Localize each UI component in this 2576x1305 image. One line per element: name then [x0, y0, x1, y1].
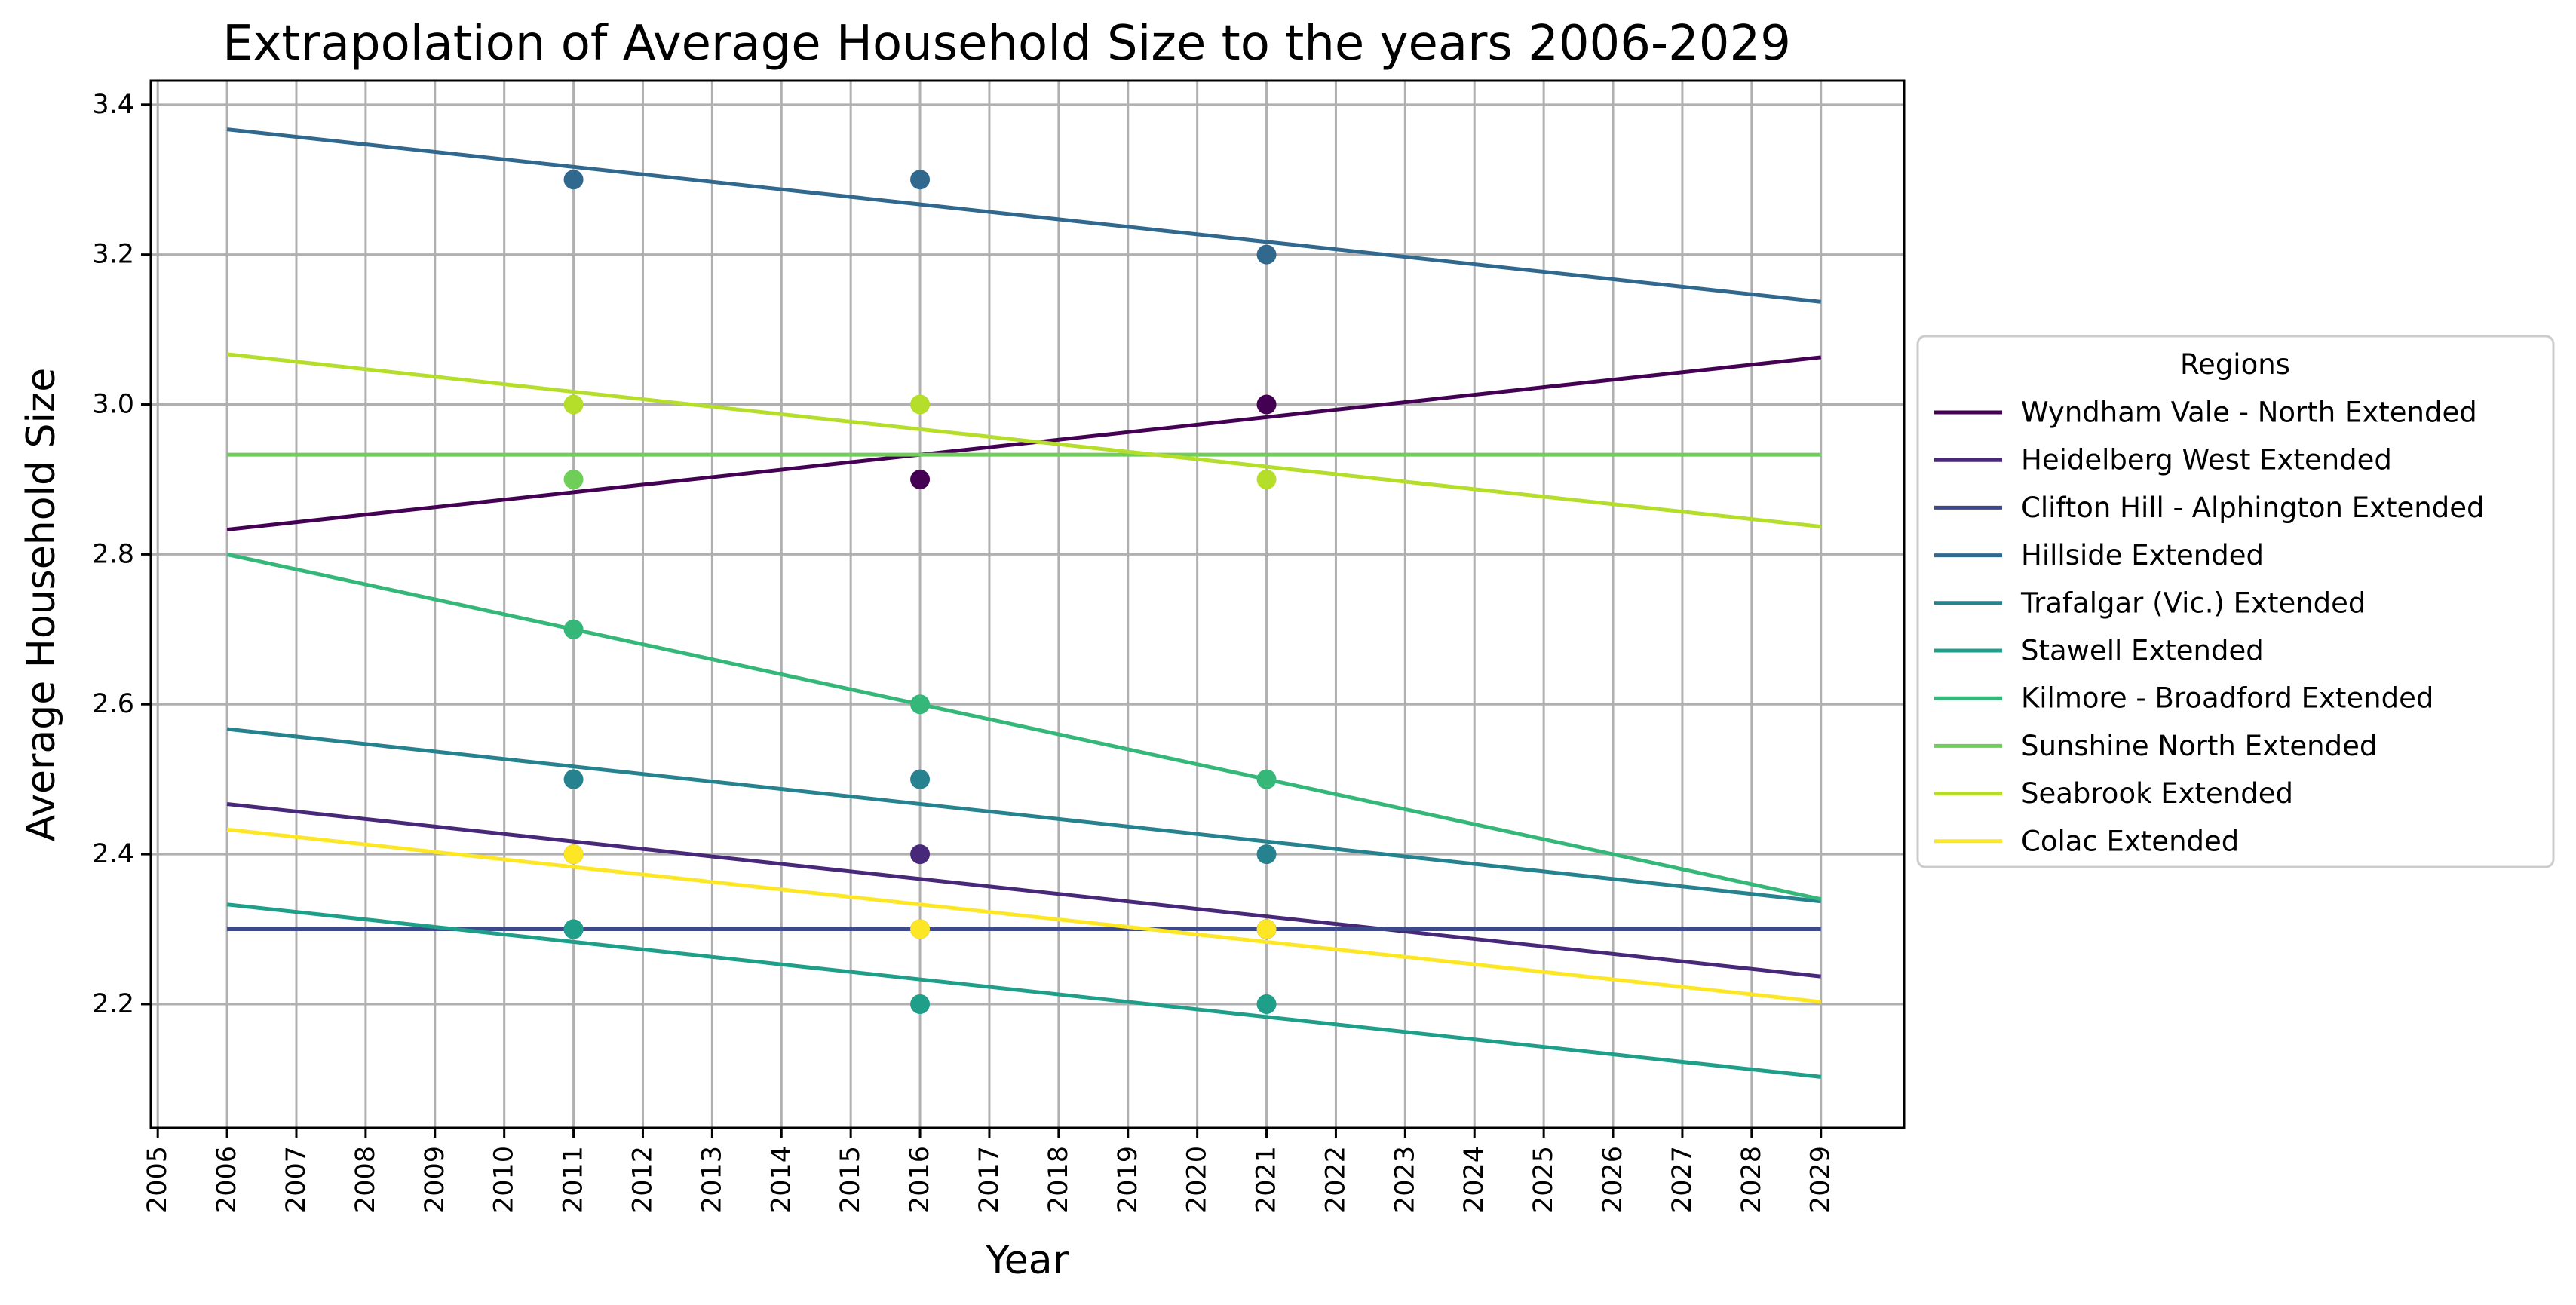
data-point — [563, 844, 584, 865]
data-point — [910, 769, 931, 789]
x-tick-label: 2008 — [351, 1146, 381, 1213]
x-tick-label: 2016 — [905, 1146, 935, 1213]
x-tick-label: 2006 — [212, 1146, 242, 1213]
data-point — [910, 919, 931, 939]
x-tick-label: 2024 — [1459, 1146, 1489, 1213]
data-point — [910, 469, 931, 489]
y-tick-label: 2.2 — [92, 989, 134, 1019]
legend-entry: Trafalgar (Vic.) Extended — [2020, 587, 2366, 619]
x-tick-label: 2027 — [1667, 1146, 1697, 1213]
y-tick-label: 3.0 — [92, 390, 134, 420]
y-axis: 2.2 2.4 2.6 2.8 3.0 3.2 3.4 — [92, 90, 151, 1019]
series-line — [226, 355, 1821, 532]
y-axis-label: Average Household Size — [19, 368, 64, 842]
x-axis-label: Year — [985, 1238, 1069, 1283]
x-tick-label: 2023 — [1390, 1146, 1420, 1213]
x-tick-label: 2018 — [1044, 1146, 1074, 1213]
legend-entry: Kilmore - Broadford Extended — [2021, 682, 2433, 715]
data-point — [1256, 919, 1277, 939]
x-tick-label: 2017 — [974, 1146, 1004, 1213]
series-line — [226, 727, 1821, 904]
series-points — [563, 170, 1277, 1014]
x-tick-label: 2013 — [697, 1146, 727, 1213]
x-tick-label: 2011 — [559, 1146, 589, 1213]
series-line — [226, 352, 1821, 529]
data-point — [1256, 394, 1277, 415]
x-tick-label: 2019 — [1113, 1146, 1143, 1213]
data-point — [910, 994, 931, 1014]
x-tick-label: 2015 — [836, 1146, 866, 1213]
x-tick-label: 2029 — [1806, 1146, 1836, 1213]
x-tick-label: 2012 — [627, 1146, 658, 1213]
legend-entry: Heidelberg West Extended — [2021, 444, 2392, 476]
y-tick-label: 2.4 — [92, 839, 134, 869]
series-line — [226, 827, 1821, 1004]
legend-title: Regions — [2180, 348, 2290, 381]
legend-entry: Stawell Extended — [2021, 635, 2264, 667]
data-point — [563, 170, 584, 190]
data-point — [563, 769, 584, 789]
y-tick-label: 2.6 — [92, 689, 134, 719]
data-point — [563, 619, 584, 639]
series-line — [226, 552, 1822, 902]
x-tick-label: 2022 — [1320, 1146, 1351, 1213]
x-tick-label: 2025 — [1529, 1146, 1559, 1213]
data-point — [910, 170, 931, 190]
x-tick-label: 2014 — [766, 1146, 796, 1213]
x-tick-label: 2010 — [489, 1146, 520, 1213]
series-lines — [226, 127, 1822, 1079]
grid — [151, 81, 1904, 1128]
legend-entry: Colac Extended — [2021, 825, 2239, 857]
legend-entry: Hillside Extended — [2021, 539, 2264, 571]
series-line — [226, 801, 1821, 979]
data-point — [910, 844, 931, 865]
y-tick-label: 2.8 — [92, 539, 134, 569]
data-point — [1256, 469, 1277, 489]
x-tick-label: 2028 — [1737, 1146, 1767, 1213]
data-point — [563, 469, 584, 489]
data-point — [563, 919, 584, 939]
legend-entry: Sunshine North Extended — [2021, 730, 2377, 762]
data-point — [910, 394, 931, 415]
data-point — [1256, 994, 1277, 1014]
legend-entry: Clifton Hill - Alphington Extended — [2021, 492, 2485, 524]
data-point — [910, 694, 931, 715]
legend: Regions Wyndham Vale - North Extended Hei… — [1916, 335, 2555, 868]
chart-title: Extrapolation of Average Household Size … — [222, 16, 1791, 72]
legend-entry: Wyndham Vale - North Extended — [2021, 397, 2477, 429]
data-point — [563, 394, 584, 415]
x-tick-label: 2021 — [1252, 1146, 1282, 1213]
y-tick-label: 3.2 — [92, 240, 134, 270]
x-tick-label: 2009 — [420, 1146, 450, 1213]
legend-box — [1916, 335, 2555, 868]
y-tick-label: 3.4 — [92, 90, 134, 120]
x-tick-label: 2020 — [1182, 1146, 1213, 1213]
plot-frame — [149, 79, 1906, 1129]
legend-entry: Seabrook Extended — [2021, 777, 2293, 810]
x-tick-label: 2026 — [1598, 1146, 1628, 1213]
data-point — [1256, 769, 1277, 789]
data-point — [1256, 844, 1277, 865]
data-point — [1256, 244, 1277, 265]
x-tick-label: 2005 — [143, 1146, 173, 1213]
series-line — [226, 127, 1821, 304]
x-axis: 2005 2006 2007 2008 2009 2010 2011 2012 2013 2014… — [143, 1128, 1836, 1213]
x-tick-label: 2007 — [281, 1146, 311, 1213]
series-line — [226, 902, 1821, 1079]
